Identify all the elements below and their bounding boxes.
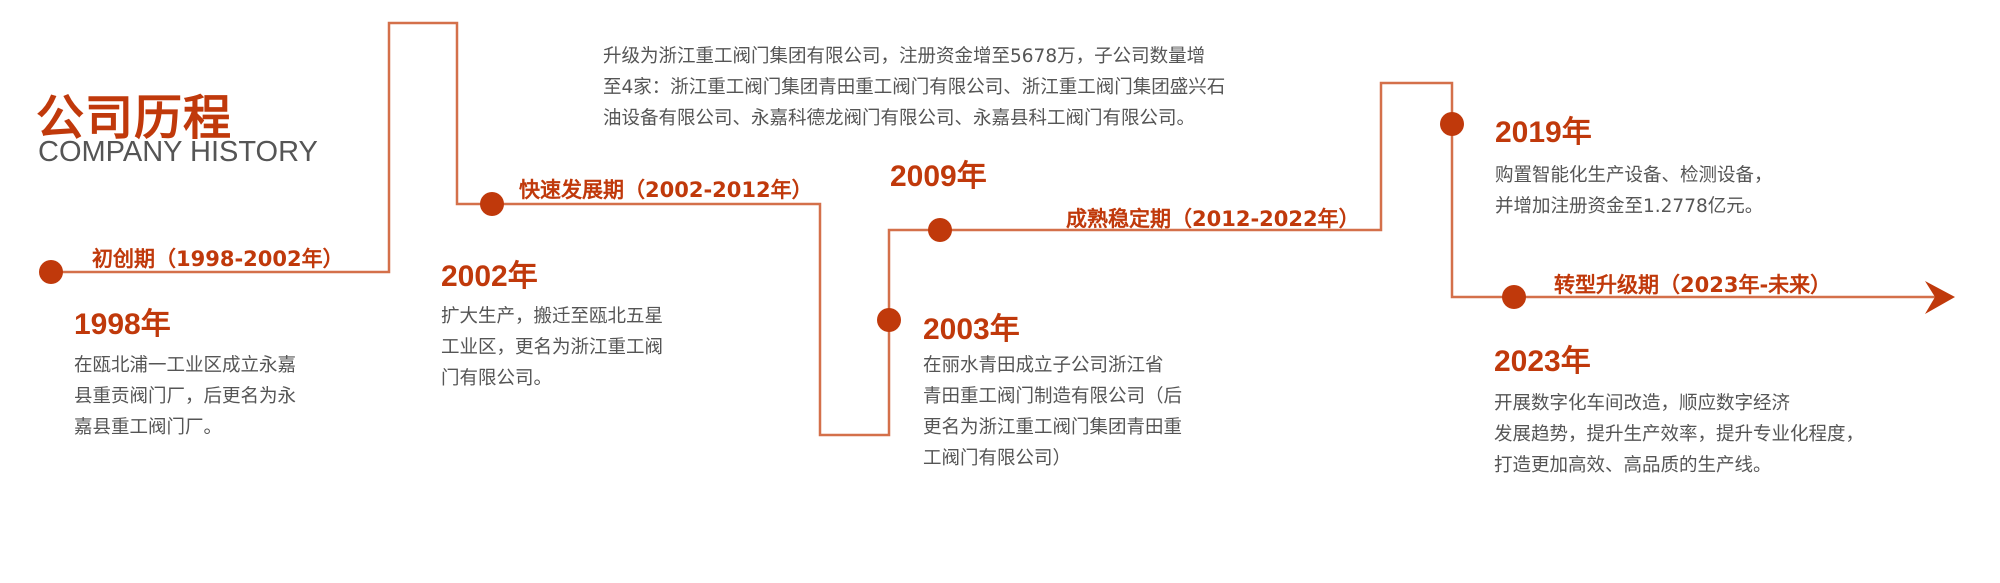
dot-2019	[1440, 112, 1464, 136]
desc-line: 开展数字化车间改造，顺应数字经济	[1494, 393, 1791, 414]
desc-line: 购置智能化生产设备、检测设备，	[1495, 165, 1773, 186]
desc-line: 并增加注册资金至1.2778亿元。	[1495, 196, 1764, 217]
desc-line: 工阀门有限公司）	[923, 448, 1072, 469]
desc-line: 工业区，更名为浙江重工阀	[441, 337, 664, 358]
desc-line: 青田重工阀门制造有限公司（后	[923, 386, 1183, 407]
period-label-startup: 初创期（1998-2002年）	[92, 247, 344, 271]
desc-line: 扩大生产，搬迁至瓯北五星	[441, 306, 664, 327]
event-desc-2023: 开展数字化车间改造，顺应数字经济 发展趋势，提升生产效率，提升专业化程度， 打造…	[1494, 388, 1864, 481]
dot-2002	[480, 192, 504, 216]
dot-2003	[877, 308, 901, 332]
period-label-mature: 成熟稳定期（2012-2022年）	[1066, 207, 1360, 231]
period-label-growth: 快速发展期（2002-2012年）	[519, 178, 813, 202]
event-desc-2003: 在丽水青田成立子公司浙江省 青田重工阀门制造有限公司（后 更名为浙江重工阀门集团…	[923, 350, 1182, 474]
desc-line: 在瓯北浦一工业区成立永嘉	[74, 355, 297, 376]
desc-line: 发展趋势，提升生产效率，提升专业化程度，	[1494, 424, 1865, 445]
event-desc-2002: 扩大生产，搬迁至瓯北五星 工业区，更名为浙江重工阀 门有限公司。	[441, 301, 663, 394]
desc-line: 油设备有限公司、永嘉科德龙阀门有限公司、永嘉县科工阀门有限公司。	[603, 108, 1196, 129]
dot-1998	[39, 260, 63, 284]
desc-line: 升级为浙江重工阀门集团有限公司，注册资金增至5678万，子公司数量增	[603, 46, 1206, 67]
event-year-2003: 2003年	[923, 313, 1020, 346]
event-year-2019: 2019年	[1495, 116, 1592, 149]
event-desc-2019: 购置智能化生产设备、检测设备， 并增加注册资金至1.2778亿元。	[1495, 160, 1773, 222]
dot-2009	[928, 218, 952, 242]
event-year-1998: 1998年	[74, 308, 171, 341]
timeline-line	[51, 21, 1950, 437]
event-year-2009: 2009年	[890, 160, 987, 193]
page-subtitle: COMPANY HISTORY	[38, 136, 318, 168]
desc-line: 嘉县重工阀门厂。	[74, 417, 223, 438]
desc-line: 门有限公司。	[441, 368, 553, 389]
desc-line: 打造更加高效、高品质的生产线。	[1494, 455, 1772, 476]
arrow-head-icon	[1925, 281, 1955, 314]
event-year-2023: 2023年	[1494, 345, 1591, 378]
desc-line: 至4家：浙江重工阀门集团青田重工阀门有限公司、浙江重工阀门集团盛兴石	[603, 77, 1226, 98]
period-label-transform: 转型升级期（2023年-未来）	[1554, 273, 1832, 297]
dot-2023	[1502, 285, 1526, 309]
event-desc-1998: 在瓯北浦一工业区成立永嘉 县重贡阀门厂，后更名为永 嘉县重工阀门厂。	[74, 350, 296, 443]
desc-line: 更名为浙江重工阀门集团青田重	[923, 417, 1183, 438]
event-desc-2009: 升级为浙江重工阀门集团有限公司，注册资金增至5678万，子公司数量增 至4家：浙…	[603, 41, 1225, 134]
page-title: 公司历程	[36, 90, 233, 146]
desc-line: 在丽水青田成立子公司浙江省	[923, 355, 1164, 376]
desc-line: 县重贡阀门厂，后更名为永	[74, 386, 297, 407]
event-year-2002: 2002年	[441, 260, 538, 293]
